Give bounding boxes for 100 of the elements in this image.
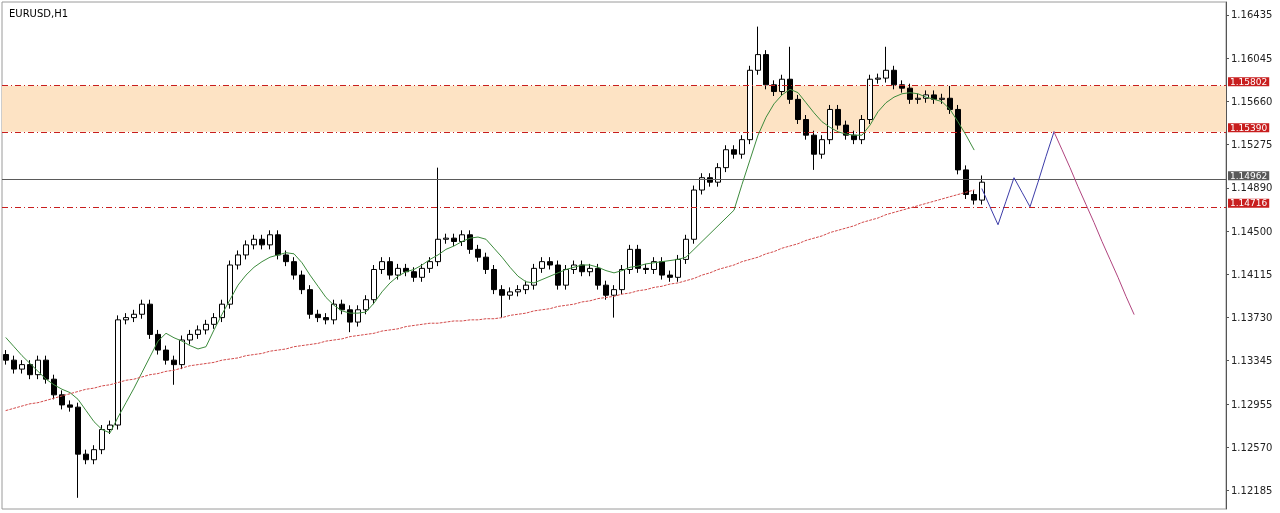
- candlestick: [955, 104, 961, 175]
- candlestick: [739, 134, 745, 160]
- y-tick-label: 1.14500: [1231, 225, 1273, 237]
- candlestick: [619, 264, 625, 295]
- candlestick: [19, 359, 25, 375]
- candlestick: [419, 263, 425, 283]
- candlestick: [27, 359, 33, 380]
- candlestick: [771, 79, 777, 97]
- candlestick: [291, 256, 297, 281]
- candlestick: [203, 319, 209, 335]
- ref-line-label: 1.15390: [1230, 122, 1268, 133]
- candlestick: [675, 254, 681, 283]
- y-tick-label: 1.13730: [1231, 312, 1273, 324]
- candlestick: [627, 244, 633, 275]
- candlestick: [635, 244, 641, 274]
- candlestick: [299, 270, 305, 295]
- candlestick: [811, 130, 817, 171]
- candlestick: [163, 345, 169, 366]
- candlestick: [51, 374, 57, 400]
- candlestick: [67, 399, 73, 413]
- candlestick: [243, 239, 249, 260]
- candlestick: [891, 65, 897, 90]
- ref-line-label: 1.15802: [1230, 76, 1268, 87]
- candlestick: [531, 263, 537, 291]
- candlestick: [915, 93, 921, 105]
- candlestick: [411, 266, 417, 283]
- candlestick: [467, 229, 473, 255]
- line-series: [981, 131, 1055, 226]
- candlestick: [371, 264, 377, 305]
- line-series: [5, 88, 975, 434]
- candlestick: [251, 234, 257, 250]
- candlestick: [547, 256, 553, 270]
- candlestick: [179, 335, 185, 370]
- candlestick: [507, 286, 513, 301]
- candlestick: [443, 233, 449, 245]
- candlestick: [523, 280, 529, 295]
- candlestick: [115, 314, 121, 431]
- candlestick: [539, 256, 545, 274]
- y-tick-label: 1.12185: [1231, 485, 1273, 497]
- candlestick: [139, 299, 145, 320]
- candlestick: [683, 234, 689, 265]
- candlestick: [611, 284, 617, 319]
- candlestick: [187, 329, 193, 345]
- candlestick: [339, 299, 345, 315]
- candlestick: [803, 114, 809, 141]
- y-tick-label: 1.15660: [1231, 96, 1273, 108]
- candlestick: [435, 167, 441, 267]
- candlestick: [875, 73, 881, 85]
- y-tick-label: 1.16045: [1231, 53, 1273, 65]
- candlestick: [699, 172, 705, 195]
- candlestick: [587, 263, 593, 277]
- candlestick: [387, 256, 393, 281]
- candlestick: [475, 244, 481, 263]
- candlestick: [91, 444, 97, 465]
- candlestick: [171, 355, 177, 386]
- candlestick: [123, 312, 129, 325]
- candlestick: [603, 280, 609, 301]
- line-series: [5, 189, 975, 412]
- candlestick: [819, 134, 825, 160]
- candlestick: [515, 284, 521, 297]
- candlestick: [979, 174, 985, 206]
- y-tick-label: 1.14115: [1231, 269, 1273, 281]
- candlestick: [11, 355, 17, 375]
- candlestick: [795, 94, 801, 125]
- candlestick: [835, 104, 841, 131]
- candlestick: [323, 312, 329, 325]
- candlestick: [315, 309, 321, 323]
- candlestick: [499, 284, 505, 319]
- y-tick-label: 1.12570: [1231, 441, 1273, 453]
- candlestick: [395, 263, 401, 281]
- candlestick: [483, 252, 489, 275]
- candlestick: [283, 249, 289, 267]
- candlestick: [331, 299, 337, 325]
- candlestick: [763, 49, 769, 90]
- candlestick: [731, 144, 737, 160]
- candlestick: [147, 299, 153, 340]
- y-tick-label: 1.15275: [1231, 139, 1273, 151]
- ref-line-label: 1.14716: [1230, 198, 1268, 209]
- candlestick: [491, 264, 497, 295]
- candlestick: [235, 249, 241, 270]
- candlestick: [827, 104, 833, 145]
- candlestick: [867, 74, 873, 125]
- candlestick: [99, 424, 105, 455]
- candlestick: [275, 229, 281, 260]
- candlestick: [379, 256, 385, 275]
- candlestick: [43, 355, 49, 385]
- candlestick: [307, 284, 313, 320]
- candlestick: [259, 234, 265, 250]
- y-tick-label: 1.14890: [1231, 182, 1273, 194]
- ref-line-label: 1.14962: [1230, 170, 1268, 181]
- candlestick: [75, 402, 81, 499]
- candlestick: [747, 65, 753, 145]
- candlestick: [427, 256, 433, 274]
- candlestick: [211, 312, 217, 330]
- candlestick: [779, 74, 785, 97]
- candlestick: [267, 229, 273, 250]
- candlestick: [971, 189, 977, 206]
- candlestick: [755, 26, 761, 76]
- candlestick: [939, 93, 945, 105]
- candlestick: [667, 270, 673, 283]
